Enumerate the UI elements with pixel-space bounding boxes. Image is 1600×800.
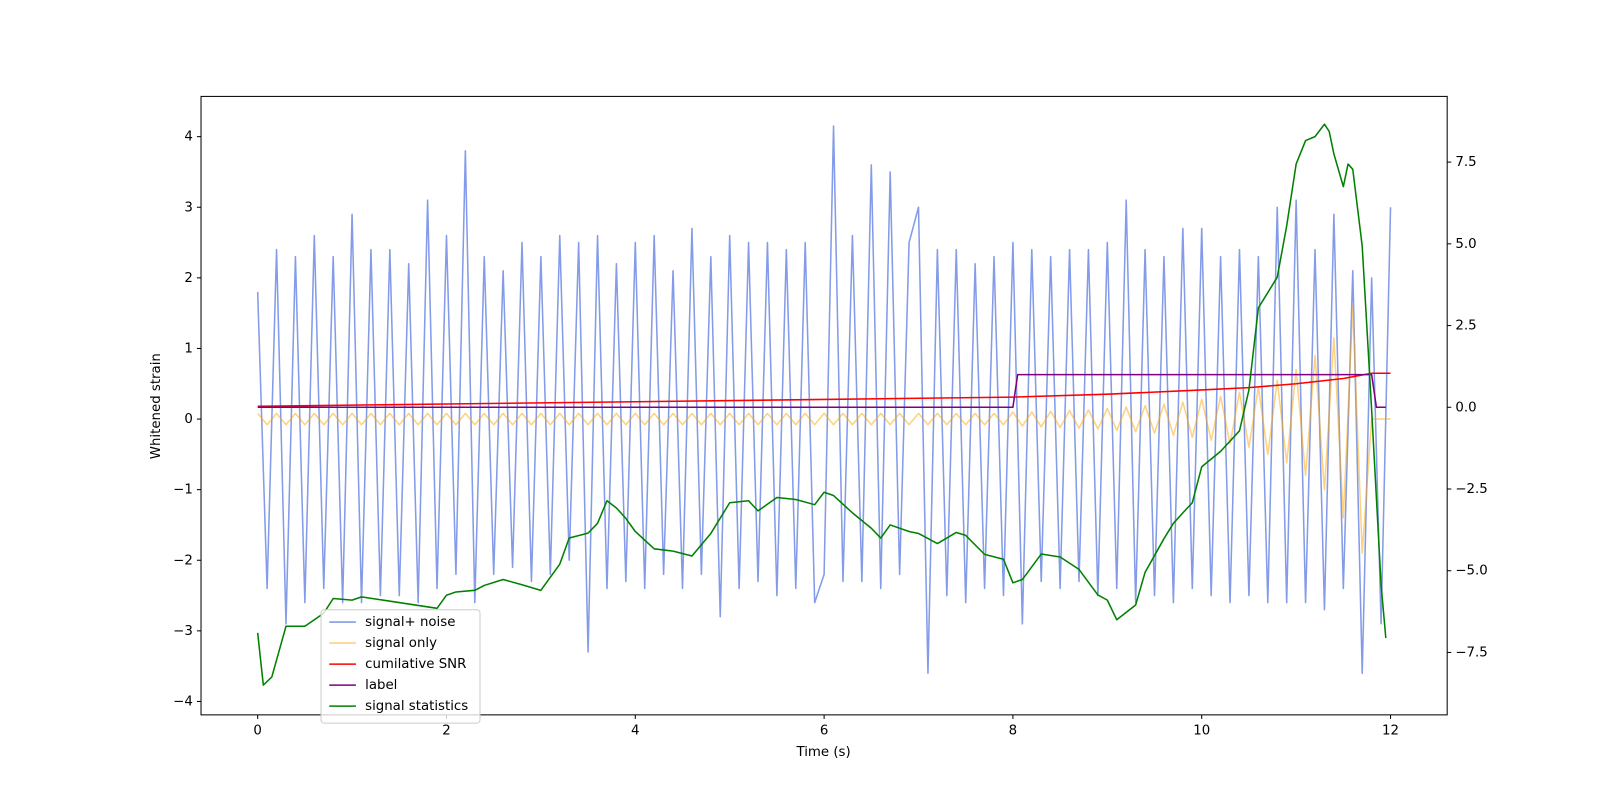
x-tick-label: 0 [253, 723, 261, 738]
y2-tick-label: −2.5 [1455, 482, 1487, 497]
legend-label: signal only [365, 636, 437, 651]
series-line [256, 125, 1392, 674]
x-axis-label: Time (s) [795, 745, 850, 760]
legend-label: cumilative SNR [365, 657, 466, 672]
y2-tick-label: 2.5 [1455, 319, 1476, 334]
legend-label: signal+ noise [365, 615, 455, 630]
series-line [257, 305, 1391, 554]
y-tick-label: 3 [184, 200, 192, 215]
legend-box [320, 609, 481, 724]
x-tick-label: 10 [1193, 723, 1210, 738]
y-tick-label: 1 [184, 341, 192, 356]
legend-label: label [365, 678, 397, 693]
y2-tick-label: −7.5 [1455, 645, 1487, 660]
y-tick-label: −1 [173, 483, 193, 498]
y-tick-label: −3 [173, 624, 193, 639]
x-tick-label: 12 [1382, 723, 1399, 738]
y-tick-label: −4 [173, 694, 193, 709]
y-tick-label: 0 [184, 412, 192, 427]
x-tick-label: 6 [820, 723, 828, 738]
x-tick-label: 8 [1009, 723, 1017, 738]
series-line [257, 372, 1391, 408]
y2-tick-label: 0.0 [1455, 400, 1476, 415]
y2-tick-label: 7.5 [1455, 155, 1476, 170]
x-tick-label: 4 [631, 723, 639, 738]
series-line [256, 123, 1387, 686]
series-line [257, 373, 1386, 409]
y-axis-label: Whitened strain [149, 353, 164, 459]
y-tick-label: 2 [184, 271, 192, 286]
y-tick-label: −2 [173, 553, 193, 568]
legend-label: signal statistics [365, 699, 468, 714]
y2-tick-label: −5.0 [1455, 564, 1487, 579]
y2-tick-label: 5.0 [1455, 237, 1476, 252]
y-tick-label: 4 [184, 130, 192, 145]
x-tick-label: 2 [442, 723, 450, 738]
plot-area [256, 123, 1392, 686]
